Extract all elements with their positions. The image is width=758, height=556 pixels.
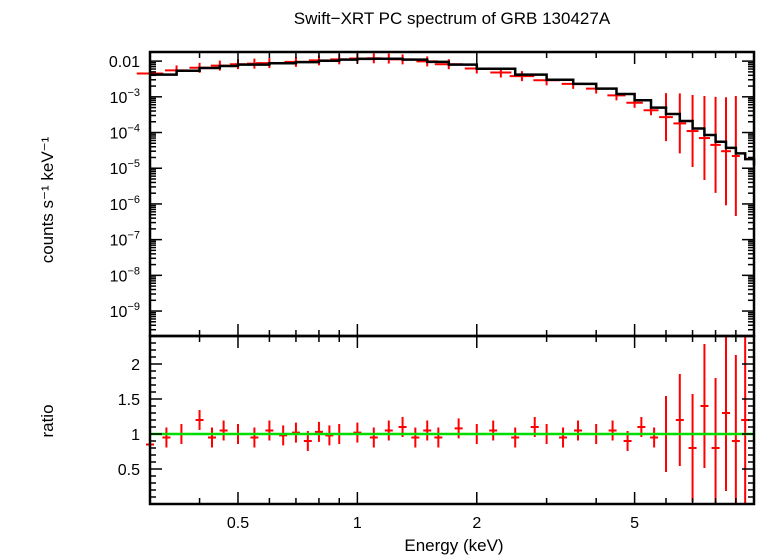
ratio-y-tick-label: 2: [131, 357, 140, 374]
ratio-y-tick-label: 1.5: [118, 392, 140, 409]
ratio-y-tick-label: 0.5: [118, 462, 140, 479]
x-tick-label: 2: [472, 515, 481, 532]
chart-title: Swift−XRT PC spectrum of GRB 130427A: [294, 9, 611, 28]
spectrum-plot-frame: [148, 50, 756, 338]
x-tick-label: 0.5: [227, 515, 249, 532]
spectrum-y-tick-label: 0.01: [109, 54, 140, 71]
spectrum-y-axis-label: counts s⁻¹ keV⁻¹: [38, 136, 57, 263]
spectrum-y-tick-label: 10−7: [110, 230, 140, 250]
spectrum-y-tick-label: 10−5: [110, 158, 140, 178]
x-axis-label: Energy (keV): [404, 536, 503, 555]
spectrum-y-tick-label: 10−9: [110, 301, 140, 321]
panel-frames: [148, 50, 756, 506]
ratio-y-axis-label: ratio: [38, 404, 57, 437]
x-tick-label: 5: [630, 515, 639, 532]
x-tick-label: 1: [353, 515, 362, 532]
spectrum-y-tick-label: 10−8: [110, 265, 140, 285]
ratio-plot-frame: [148, 334, 756, 506]
spectrum-y-tick-label: 10−3: [110, 87, 140, 107]
spectrum-y-tick-label: 10−4: [110, 123, 140, 143]
spectrum-series: [136, 53, 756, 217]
ratio-series: [146, 336, 754, 504]
axis-ticks: [149, 52, 755, 504]
tick-labels: 0.5 1 2 5 0.01 10−3 10−4 10−5 10−6 10−7 10−8 10−9 0.…: [109, 54, 639, 532]
model-line: [150, 57, 756, 166]
ratio-y-tick-label: 1: [131, 427, 140, 444]
spectrum-y-tick-label: 10−6: [110, 194, 140, 214]
